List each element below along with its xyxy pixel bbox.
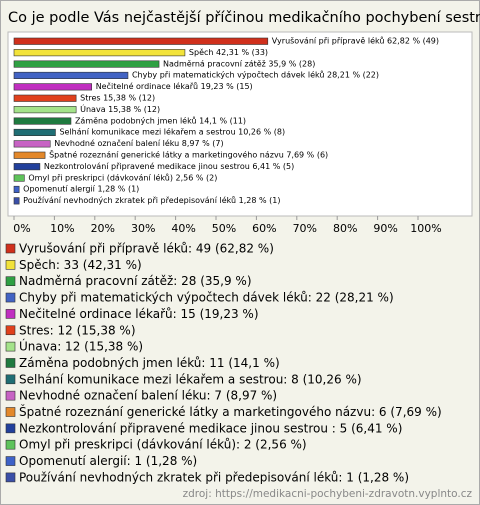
bar-label: Chyby při matematických výpočtech dávek … [132, 70, 379, 80]
legend-label: Opomenutí alergií: 1 (1,28 %) [19, 454, 197, 468]
bar-label: Špatné rozeznání generické látky a marke… [49, 149, 328, 160]
bar [13, 185, 20, 193]
bar-label: Opomenutí alergií 1,28 % (1) [23, 185, 139, 194]
x-tick-label: 70% [293, 222, 317, 235]
bar [13, 94, 77, 102]
bar [13, 83, 92, 91]
x-tick-label: 50% [212, 222, 236, 235]
source: zdroj: https://medikacni-pochybeni-zdrav… [183, 488, 473, 500]
bar-label: Vyrušování při přípravě léků 62,82 % (49… [272, 36, 439, 46]
x-tick-label: 60% [252, 222, 276, 235]
bar-label: Selhání komunikace mezi lékařem a sestro… [59, 127, 285, 137]
chart-title: Co je podle Vás nejčastější příčinou med… [8, 10, 480, 26]
bar [13, 151, 46, 159]
legend-label: Spěch: 33 (42,31 %) [19, 258, 142, 272]
bar [13, 197, 20, 205]
bar [13, 128, 56, 136]
legend-swatch [5, 341, 16, 352]
bar [13, 71, 129, 79]
bar-label: Nevhodné označení balení léku 8,97 % (7) [54, 138, 223, 148]
legend-swatch [5, 472, 16, 483]
bar-label: Spěch 42,31 % (33) [189, 48, 268, 57]
bar-label: Únava 15,38 % (12) [80, 103, 160, 114]
x-tick-label: 0% [13, 222, 30, 235]
x-tick-label: 80% [333, 222, 357, 235]
legend-swatch [5, 374, 16, 385]
x-tick-label: 10% [50, 222, 74, 235]
legend-swatch [5, 243, 16, 254]
x-tick-label: 40% [171, 222, 195, 235]
legend-swatch [5, 390, 16, 401]
legend-swatch [5, 292, 16, 303]
legend-label: Stres: 12 (15,38 %) [19, 323, 136, 337]
legend-swatch [5, 325, 16, 336]
bar-label: Nadměrná pracovní zátěž 35,9 % (28) [163, 59, 315, 68]
legend-label: Nevhodné označení balení léku: 7 (8,97 %… [19, 389, 277, 403]
x-tick-label: 30% [131, 222, 155, 235]
legend-swatch [5, 358, 16, 368]
legend-swatch [5, 276, 16, 287]
legend-swatch [5, 260, 16, 270]
bar [13, 117, 72, 125]
legend-swatch [5, 309, 16, 319]
legend-label: Nadměrná pracovní zátěž: 28 (35,9 %) [19, 274, 252, 288]
bar [13, 106, 77, 114]
legend-label: Nečitelné ordinace lékařů: 15 (19,23 %) [19, 307, 259, 321]
bar-label: Omyl při preskripci (dávkování léků) 2,5… [28, 172, 217, 182]
legend-label: Vyrušování při přípravě léků: 49 (62,82 … [19, 242, 274, 256]
x-tick-label: 90% [373, 222, 397, 235]
bar-label: Používání nevhodných zkratek při předepi… [23, 195, 280, 205]
legend-swatch [5, 407, 16, 417]
bar-label: Záměna podobných jmen léků 14,1 % (11) [75, 115, 246, 125]
legend-label: Chyby při matematických výpočtech dávek … [19, 291, 394, 305]
bar [13, 60, 160, 68]
bar [13, 49, 186, 57]
legend-label: Špatné rozeznání generické látky a marke… [19, 404, 442, 419]
bar [13, 37, 269, 45]
x-tick-label: 20% [91, 222, 115, 235]
x-tick-label: 100% [410, 222, 441, 235]
bar-label: Stres 15,38 % (12) [80, 94, 155, 103]
bar-label: Nečitelné ordinace lékařů 19,23 % (15) [96, 81, 253, 91]
legend-swatch [5, 439, 16, 450]
legend-swatch [5, 423, 16, 434]
legend-label: Selhání komunikace mezi lékařem a sestro… [19, 372, 362, 386]
legend-label: Únava: 12 (15,38 %) [19, 339, 143, 354]
bar [13, 140, 51, 148]
bar [13, 163, 41, 171]
bar-label: Nezkontrolování připravené medikace jino… [44, 161, 294, 171]
legend-swatch [5, 456, 16, 466]
bar [13, 174, 25, 182]
legend-label: Nezkontrolování připravené medikace jino… [19, 421, 402, 435]
legend-label: Záměna podobných jmen léků: 11 (14,1 %) [19, 356, 280, 370]
legend-label: Používání nevhodných zkratek při předepi… [19, 470, 409, 484]
legend-label: Omyl při preskripci (dávkování léků): 2 … [19, 438, 307, 452]
